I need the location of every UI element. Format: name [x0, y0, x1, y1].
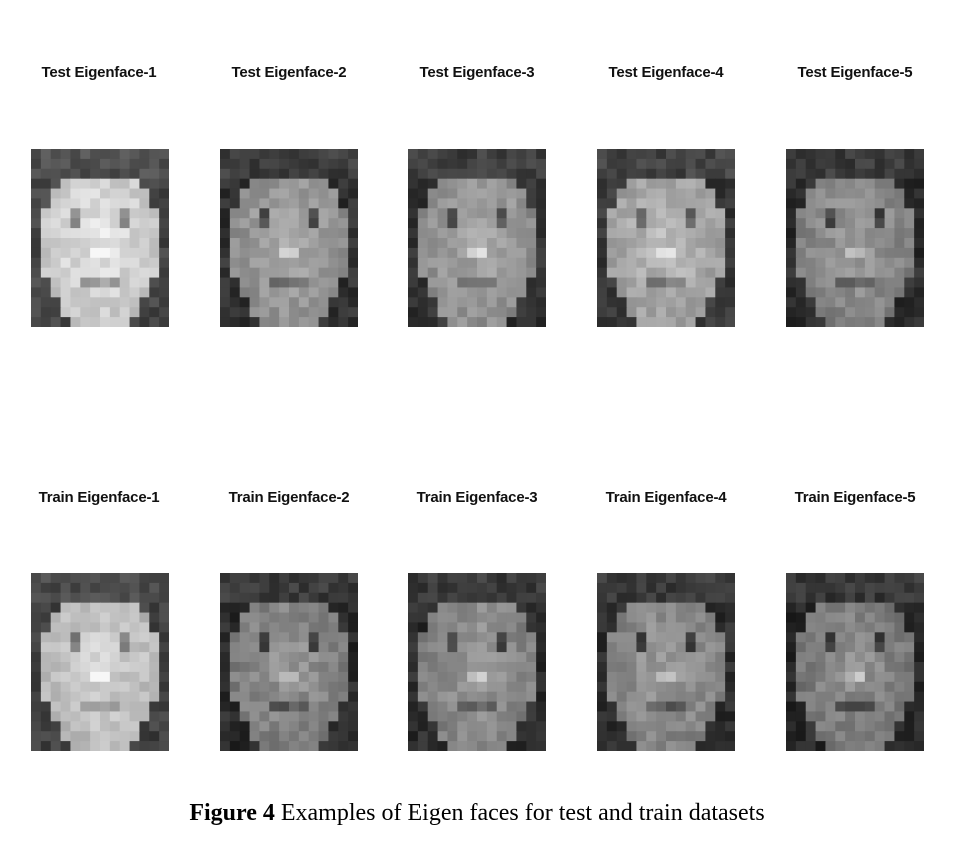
face-pixels — [408, 149, 546, 327]
panel-title: Train Eigenface-2 — [228, 489, 350, 506]
figure-caption-text: Examples of Eigen faces for test and tra… — [274, 800, 765, 826]
panel-title: Train Eigenface-5 — [794, 489, 916, 506]
face-pixels — [786, 149, 924, 327]
panel-title: Train Eigenface-3 — [416, 489, 538, 506]
face-pixels — [31, 573, 169, 751]
face-image — [408, 573, 546, 751]
figure-caption: Figure 4 Examples of Eigen faces for tes… — [0, 800, 954, 827]
panel-title: Train Eigenface-4 — [605, 489, 727, 506]
face-pixels — [597, 149, 735, 327]
face-image — [31, 149, 169, 327]
face-pixels — [408, 573, 546, 751]
face-pixels — [31, 149, 169, 327]
face-image — [786, 149, 924, 327]
panel-title: Test Eigenface-5 — [797, 64, 913, 81]
face-pixels — [786, 573, 924, 751]
panel-title: Test Eigenface-3 — [419, 64, 535, 81]
panel-title: Test Eigenface-4 — [608, 64, 724, 81]
face-image — [786, 573, 924, 751]
figure-label: Figure 4 — [189, 800, 275, 826]
face-pixels — [597, 573, 735, 751]
panel-title: Train Eigenface-1 — [38, 489, 160, 506]
face-image — [597, 573, 735, 751]
face-image — [31, 573, 169, 751]
face-pixels — [220, 573, 358, 751]
face-image — [597, 149, 735, 327]
face-image — [408, 149, 546, 327]
panel-title: Test Eigenface-1 — [41, 64, 157, 81]
face-image — [220, 149, 358, 327]
face-pixels — [220, 149, 358, 327]
face-image — [220, 573, 358, 751]
panel-title: Test Eigenface-2 — [231, 64, 347, 81]
